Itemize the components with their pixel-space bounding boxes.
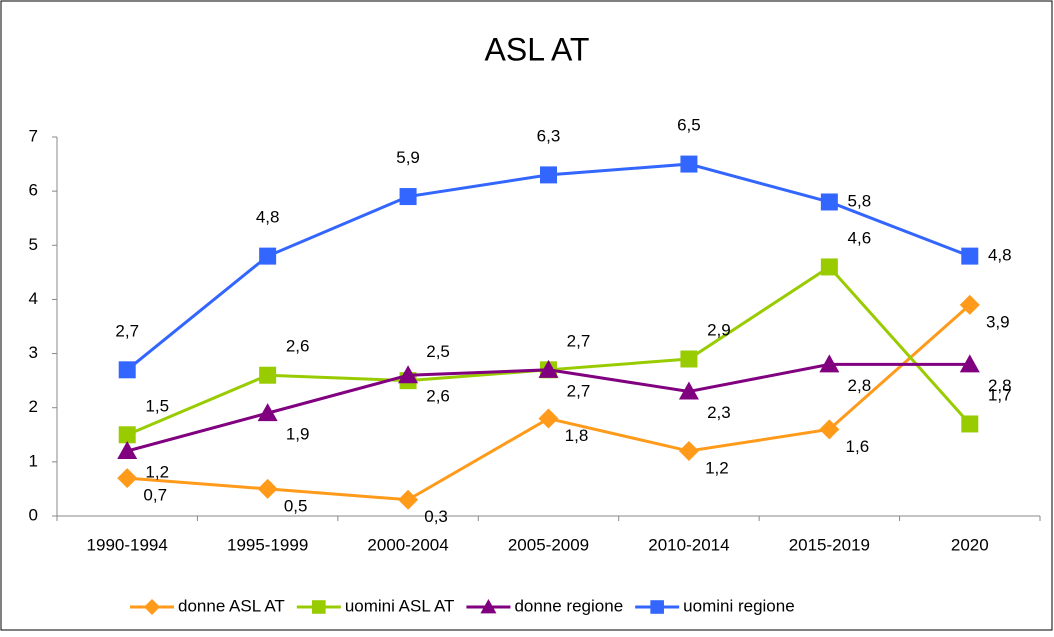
marker: [650, 600, 664, 614]
x-tick-label: 2015-2019: [789, 535, 870, 554]
data-label: 1,8: [565, 426, 589, 445]
marker: [398, 365, 419, 384]
marker: [819, 354, 840, 373]
data-label: 5,9: [396, 148, 420, 167]
data-label: 2,7: [567, 381, 591, 400]
marker: [144, 599, 160, 615]
marker: [398, 489, 419, 510]
marker: [820, 193, 838, 211]
y-tick-label: 6: [29, 181, 38, 200]
marker: [538, 359, 559, 378]
x-tick-label: 2020: [951, 535, 989, 554]
marker: [819, 419, 840, 440]
data-label: 4,8: [988, 246, 1012, 265]
data-label: 1,9: [286, 425, 310, 444]
marker: [259, 247, 277, 265]
data-label: 2,6: [286, 337, 310, 356]
data-label: 2,6: [426, 387, 450, 406]
marker: [961, 247, 979, 265]
data-label: 2,8: [988, 376, 1012, 395]
data-label: 4,8: [256, 208, 280, 227]
marker: [480, 599, 497, 614]
data-label: 1,6: [846, 437, 870, 456]
marker: [257, 403, 278, 422]
data-label: 1,2: [705, 459, 729, 478]
data-label: 2,9: [707, 320, 731, 339]
y-tick-label: 7: [29, 126, 38, 145]
marker: [259, 366, 277, 384]
data-label: 1,7: [988, 385, 1012, 404]
marker: [312, 600, 326, 614]
marker: [680, 155, 698, 173]
y-tick-label: 4: [29, 289, 38, 308]
data-label: 6,3: [537, 126, 561, 145]
legend-label: donne ASL AT: [178, 596, 285, 615]
marker: [118, 426, 136, 444]
data-label: 2,5: [426, 342, 450, 361]
legend-label: uomini ASL AT: [345, 596, 455, 615]
y-tick-label: 0: [29, 505, 38, 524]
data-label: 0,3: [424, 507, 448, 526]
x-tick-label: 1990-1994: [87, 535, 168, 554]
x-tick-label: 2000-2004: [367, 535, 448, 554]
marker: [118, 361, 136, 379]
data-label: 0,5: [284, 496, 308, 515]
x-tick-label: 2010-2014: [648, 535, 729, 554]
data-label: 2,7: [115, 321, 139, 340]
y-tick-label: 2: [29, 397, 38, 416]
chart-title: ASL AT: [485, 31, 590, 67]
data-label: 2,3: [707, 403, 731, 422]
marker: [959, 354, 980, 373]
y-tick-label: 1: [29, 451, 38, 470]
data-label: 2,8: [848, 376, 872, 395]
data-label: 0,7: [143, 486, 167, 505]
data-label: 4,6: [848, 228, 872, 247]
marker: [540, 166, 557, 184]
data-label: 1,5: [145, 396, 169, 415]
y-tick-label: 3: [29, 343, 38, 362]
data-label: 2,7: [567, 331, 591, 350]
data-label: 6,5: [677, 116, 701, 135]
marker: [820, 258, 838, 276]
marker: [399, 188, 417, 206]
legend-label: donne regione: [514, 596, 623, 615]
marker: [680, 350, 698, 368]
marker: [959, 294, 980, 315]
marker: [961, 415, 979, 433]
data-label: 5,8: [848, 191, 872, 210]
marker: [117, 468, 138, 489]
y-tick-label: 5: [29, 235, 38, 254]
marker: [538, 408, 559, 429]
marker: [678, 381, 699, 400]
marker: [257, 478, 278, 499]
marker: [678, 441, 699, 462]
data-label: 1,2: [145, 463, 169, 482]
legend-label: uomini regione: [683, 596, 795, 615]
x-tick-label: 1995-1999: [227, 535, 308, 554]
data-label: 3,9: [986, 312, 1010, 331]
marker: [117, 441, 138, 460]
x-tick-label: 2005-2009: [508, 535, 589, 554]
